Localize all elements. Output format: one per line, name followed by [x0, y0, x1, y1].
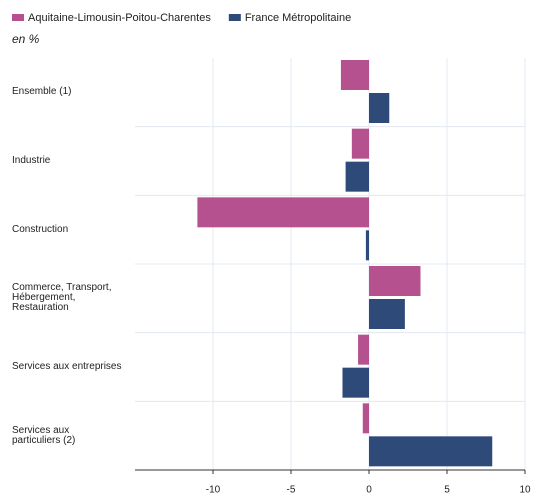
x-tick-label: 5 — [444, 485, 450, 496]
bar — [197, 197, 369, 228]
bar — [340, 60, 369, 90]
bar — [362, 403, 369, 434]
legend-label: Aquitaine-Limousin-Poitou-Charentes — [28, 12, 211, 24]
category-label: Services aux entreprises — [12, 361, 122, 372]
x-tick-label: 10 — [519, 485, 531, 496]
bar — [369, 436, 493, 467]
bar — [369, 93, 390, 123]
bar — [351, 128, 369, 159]
category-label: Commerce, Transport, Hébergement, Restau… — [12, 282, 112, 314]
bar — [345, 161, 369, 192]
category-label: Services aux particuliers (2) — [12, 424, 76, 446]
legend-swatch — [12, 14, 24, 21]
subtitle: en % — [12, 32, 40, 46]
x-tick-label: -5 — [287, 485, 296, 496]
x-tick-label: -10 — [206, 485, 221, 496]
category-label: Ensemble (1) — [12, 86, 72, 98]
bar — [369, 299, 405, 329]
bar — [369, 266, 421, 296]
legend-swatch — [228, 14, 241, 21]
bar — [358, 334, 369, 365]
bar — [342, 367, 369, 398]
x-tick-label: 0 — [366, 485, 372, 496]
legend-label: France Métropolitaine — [245, 12, 351, 24]
category-label: Construction — [12, 223, 69, 235]
category-label: Industrie — [12, 155, 51, 166]
bar — [365, 230, 369, 261]
